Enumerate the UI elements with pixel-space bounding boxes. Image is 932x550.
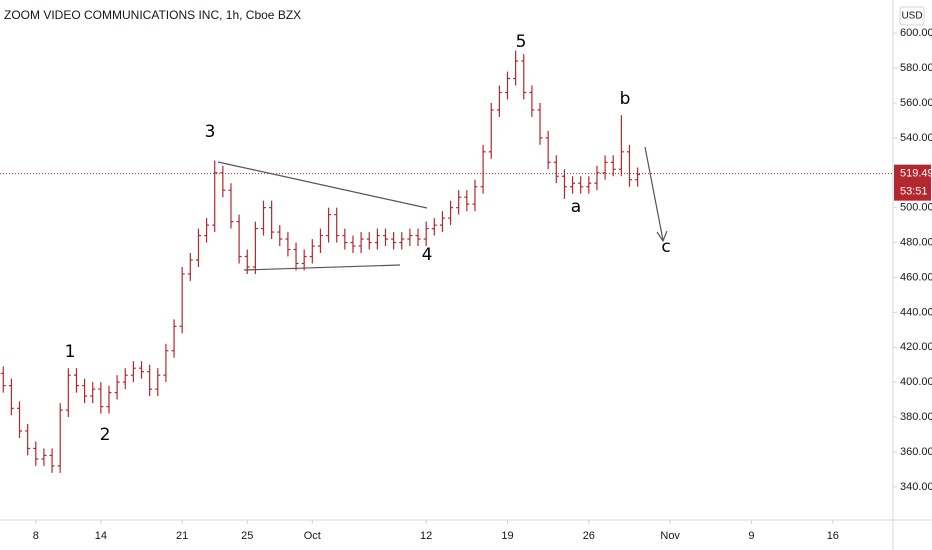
wave-label: c (661, 237, 670, 257)
x-tick-label: 14 (95, 530, 107, 542)
x-tick-label: 25 (241, 530, 253, 542)
x-tick-label: Oct (304, 530, 321, 542)
wave-label: 2 (100, 425, 111, 445)
wave-label: 1 (65, 342, 76, 362)
last-price-box (894, 164, 931, 201)
y-tick-label: 500.00 (900, 202, 932, 214)
ohlc-series (0, 50, 641, 473)
countdown: 53:51 (900, 186, 928, 198)
y-tick-label: 540.00 (900, 132, 932, 144)
x-tick-label: 26 (583, 530, 595, 542)
y-tick-label: 580.00 (900, 62, 932, 74)
wave-label: b (620, 89, 631, 109)
wave-label: a (571, 197, 581, 217)
y-tick-label: 460.00 (900, 271, 932, 283)
wave-label: 3 (205, 122, 216, 142)
drawings (217, 146, 668, 271)
y-tick-label: 380.00 (900, 411, 932, 423)
trendline (217, 161, 428, 209)
y-tick-label: 420.00 (900, 341, 932, 353)
y-tick-label: 340.00 (900, 481, 932, 493)
x-tick-label: 21 (176, 530, 188, 542)
y-tick-label: 560.00 (900, 97, 932, 109)
x-tick-label: 19 (501, 530, 513, 542)
y-tick-label: 440.00 (900, 306, 932, 318)
x-tick-label: 16 (827, 530, 839, 542)
y-tick-label: 600.00 (900, 27, 932, 39)
y-tick-label: 400.00 (900, 376, 932, 388)
last-price-label: 519.49 (900, 168, 932, 180)
wave-label: 4 (422, 245, 433, 265)
annotations: 1 2 3 4 5 a b c (65, 32, 671, 445)
chart-title: ZOOM VIDEO COMMUNICATIONS INC, 1h, Cboe … (4, 8, 301, 22)
arrow-head (656, 230, 668, 243)
y-tick-label: 480.00 (900, 236, 932, 248)
x-tick-label: Nov (660, 530, 680, 542)
x-tick-label: 8 (33, 530, 39, 542)
x-tick-label: 9 (748, 530, 754, 542)
y-tick-label: 360.00 (900, 446, 932, 458)
arrow (644, 146, 664, 241)
wave-label: 5 (516, 32, 527, 52)
x-tick-label: 12 (420, 530, 432, 542)
currency[interactable]: USD (901, 11, 922, 22)
currency-button[interactable] (899, 6, 925, 26)
trendline (243, 264, 401, 271)
